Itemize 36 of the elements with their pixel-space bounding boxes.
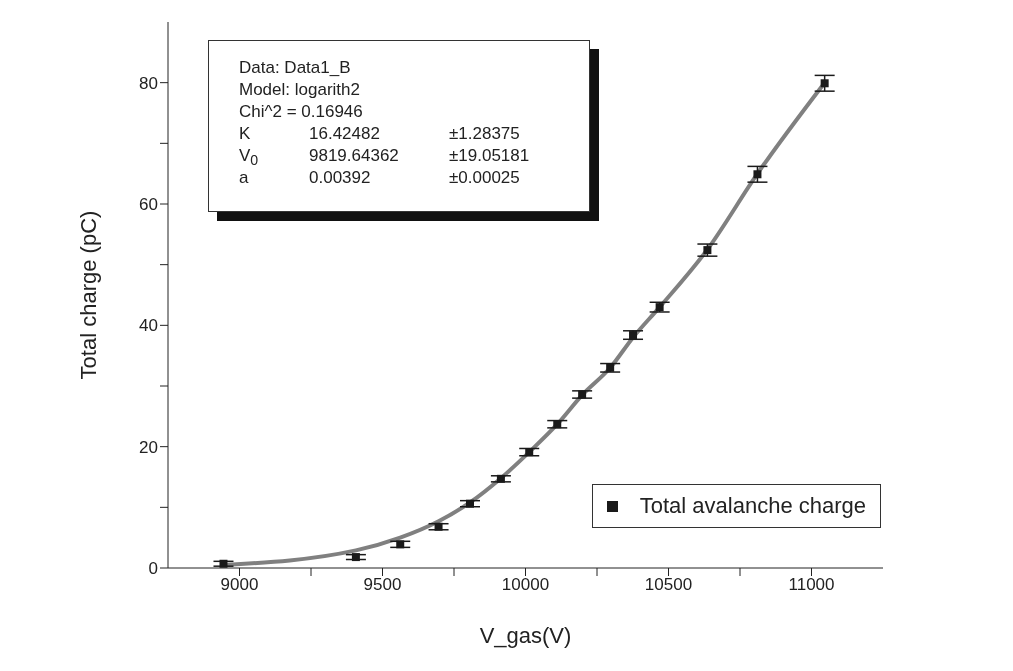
y-tick-label: 40 bbox=[139, 316, 158, 336]
x-axis-title: V_gas(V) bbox=[479, 623, 572, 648]
point bbox=[629, 331, 638, 340]
x-tick-label: 10500 bbox=[644, 575, 693, 595]
x-tick-label: 10000 bbox=[501, 575, 550, 595]
point bbox=[466, 499, 475, 508]
x-tick-label: 11000 bbox=[788, 575, 835, 595]
annotation: ±1.28375 bbox=[449, 123, 521, 145]
annotation: ±0.00025 bbox=[449, 167, 521, 189]
x-tick-label: 9500 bbox=[363, 575, 402, 595]
annotation: Data: Data1_B bbox=[239, 57, 352, 79]
annotation: Chi^2 = 0.16946 bbox=[239, 101, 364, 123]
y-tick-label: 0 bbox=[148, 559, 158, 579]
point bbox=[525, 448, 534, 457]
y-tick-label: 80 bbox=[139, 73, 158, 93]
y-tick-label: 60 bbox=[139, 195, 158, 215]
point bbox=[351, 553, 360, 562]
legend-label: Total avalanche charge bbox=[639, 493, 866, 519]
point bbox=[606, 363, 615, 372]
point bbox=[753, 170, 762, 179]
x-tick-label: 9000 bbox=[220, 575, 259, 595]
annotation: ±19.05181 bbox=[449, 145, 531, 167]
point bbox=[396, 540, 405, 549]
annotation: Model: logarith2 bbox=[239, 79, 361, 101]
annotation: a bbox=[239, 167, 250, 189]
annotation: 0.00392 bbox=[309, 167, 372, 189]
annotation: 9819.64362 bbox=[309, 145, 400, 167]
point bbox=[496, 474, 505, 483]
y-axis-title: Total charge (pC) bbox=[75, 210, 101, 380]
point bbox=[578, 390, 587, 399]
annotation: 16.42482 bbox=[309, 123, 381, 145]
annotation: V$_{0}$ bbox=[239, 145, 260, 169]
y-tick-label: 20 bbox=[139, 437, 158, 457]
annotation: K bbox=[239, 123, 252, 145]
point bbox=[553, 420, 562, 429]
point bbox=[820, 79, 829, 88]
